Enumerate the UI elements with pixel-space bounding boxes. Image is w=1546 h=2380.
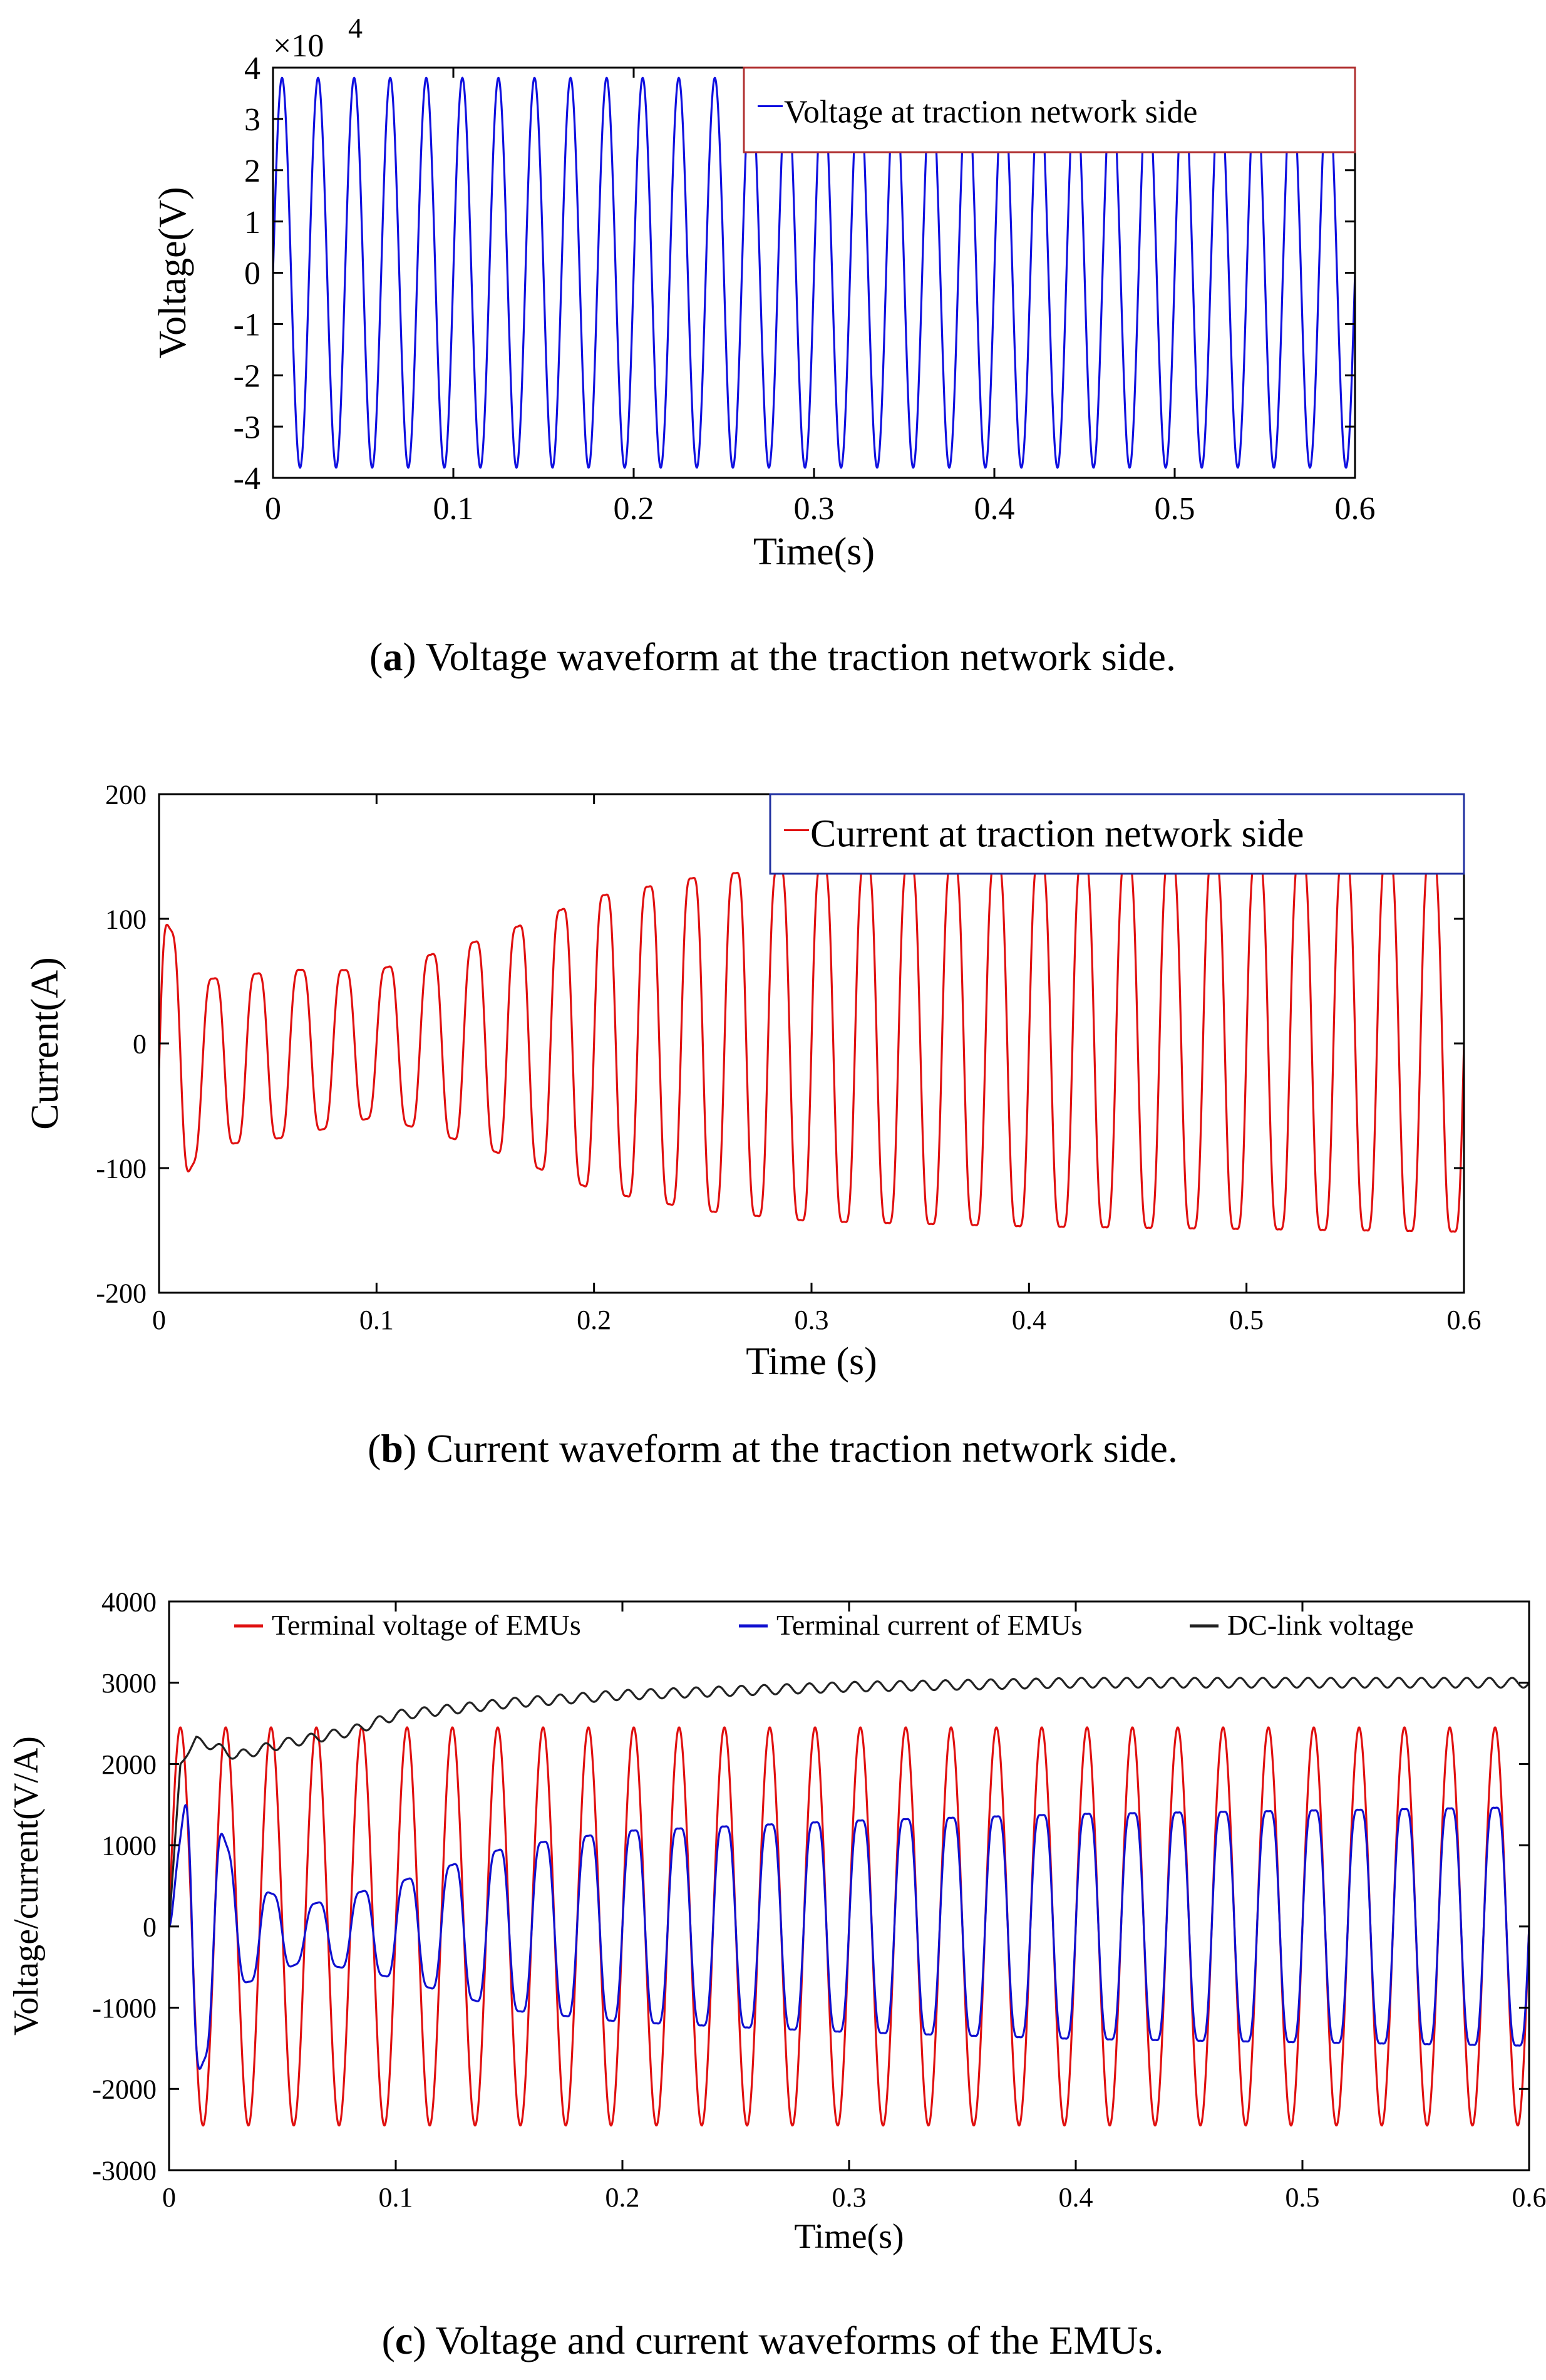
x-tick-label: 0.4 [974,491,1015,527]
x-tick-label: 0.3 [832,2182,867,2213]
y-tick-label: 4 [244,51,260,86]
figure-caption: (a) Voltage waveform at the traction net… [369,634,1176,679]
x-axis-label: Time (s) [746,1340,877,1383]
legend-box [743,66,1356,153]
series-line-b-0 [159,854,1464,1233]
x-axis-label: Time(s) [794,2217,904,2256]
x-tick-label: 0.5 [1229,1305,1264,1335]
x-tick-label: 0.3 [794,491,835,527]
legend-label: DC-link voltage [1227,1609,1414,1641]
x-tick-label: 0 [152,1305,166,1335]
x-tick-label: 0.4 [1012,1305,1046,1335]
series-line-c-1 [169,1804,1529,2070]
y-tick-label: 2 [244,153,260,189]
y-tick-label: 4000 [101,1586,157,1617]
y-tick-label: 1000 [101,1831,157,1861]
chart-c: 0 0.1 0.2 0.3 0.4 0.5 0.6 4000 3000 2000 1000 0 -100… [7,1586,1546,2362]
y-tick-label: -100 [96,1153,147,1184]
x-tick-label: 0.2 [606,2182,640,2213]
figure-caption: (c) Voltage and current waveforms of the… [382,2318,1164,2362]
y-tick-label: -200 [96,1278,147,1308]
x-tick-label: 0.5 [1155,491,1195,527]
x-tick-label: 0 [162,2182,176,2213]
y-exponent: 4 [348,12,363,44]
y-tick-label: 0 [143,1912,157,1942]
series-line-c-2 [169,1677,1529,1927]
y-tick-label: 3000 [101,1668,157,1699]
legend-label: Voltage at traction network side [784,95,1197,130]
y-tick-label: -1 [234,308,260,343]
series-line-a-0 [273,76,1355,469]
chart-b: 0 0.1 0.2 0.3 0.4 0.5 0.6 200 100 0 -100 -200 Time (… [24,779,1482,1471]
x-tick-label: 0.6 [1335,491,1376,527]
y-tick-label: 0 [133,1028,147,1059]
y-tick-label: -3 [234,410,260,445]
x-tick-label: 0.1 [433,491,474,527]
y-tick-label: -3000 [92,2155,157,2186]
y-multiplier: ×10 [273,28,324,64]
y-tick-label: 100 [105,904,147,934]
x-tick-label: 0.2 [614,491,654,527]
x-tick-label: 0.5 [1286,2182,1320,2213]
y-tick-label: 1 [244,205,260,241]
y-tick-label: -2 [234,358,260,394]
x-axis-label: Time(s) [753,530,875,573]
y-axis-label: Voltage/current(V/A) [7,1736,46,2036]
y-tick-label: 200 [105,779,147,810]
y-tick-label: -2000 [92,2074,157,2105]
y-tick-label: 2000 [101,1749,157,1780]
x-tick-label: 0.1 [359,1305,394,1335]
legend-box [769,793,1465,875]
y-axis-label: Current(A) [24,957,66,1129]
x-tick-label: 0.3 [795,1305,829,1335]
x-tick-label: 0.6 [1512,2182,1546,2213]
legend-label: Current at traction network side [810,813,1304,856]
x-tick-label: 0.1 [379,2182,413,2213]
chart-a: 0 0.1 0.2 0.3 0.4 0.5 0.6 4 3 2 1 0 -1 -2 -3 -4 ×10 4 Time… [152,12,1376,679]
x-tick-label: 0.6 [1447,1305,1482,1335]
x-tick-label: 0.2 [577,1305,611,1335]
legend-label: Terminal voltage of EMUs [272,1609,581,1641]
figure-caption: (b) Current waveform at the traction net… [368,1426,1178,1471]
y-axis-label: Voltage(V) [152,187,194,358]
y-tick-label: 0 [244,256,260,292]
x-tick-label: 0.4 [1059,2182,1093,2213]
y-tick-label: -1000 [92,1993,157,2024]
y-tick-label: -4 [234,461,260,497]
y-tick-label: 3 [244,102,260,138]
x-tick-label: 0 [265,491,281,527]
legend-label: Terminal current of EMUs [776,1609,1083,1641]
